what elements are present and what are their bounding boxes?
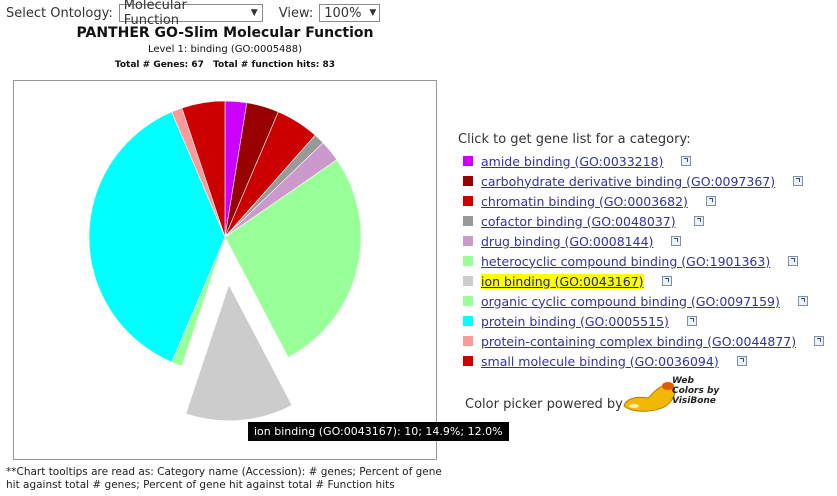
external-link-icon[interactable] [814,336,825,346]
legend-item: heterocyclic compound binding (GO:190136… [463,251,824,271]
category-link[interactable]: protein-containing complex binding (GO:0… [481,333,797,349]
legend-item: chromatin binding (GO:0003682) [463,191,824,211]
category-link[interactable]: drug binding (GO:0008144) [481,233,654,249]
category-link[interactable]: chromatin binding (GO:0003682) [481,193,688,209]
external-link-icon[interactable] [705,196,716,206]
color-picker-credit: Color picker powered by [465,397,623,412]
legend-item: small molecule binding (GO:0036094) [463,351,824,371]
ontology-select[interactable]: Molecular Function ▼ [118,0,263,28]
legend-item: protein binding (GO:0005515) [463,311,824,331]
category-link[interactable]: amide binding (GO:0033218) [481,153,664,169]
category-link[interactable]: carbohydrate derivative binding (GO:0097… [481,173,776,189]
legend-swatch [463,216,473,226]
legend-swatch [463,356,473,366]
category-link[interactable]: organic cyclic compound binding (GO:0097… [481,293,780,309]
external-link-icon[interactable] [661,276,672,286]
chart-tooltip: ion binding (GO:0043167): 10; 14.9%; 12.… [248,422,509,441]
category-link[interactable]: protein binding (GO:0005515) [481,313,669,329]
legend-swatch [463,296,473,306]
legend-swatch [463,256,473,266]
external-link-icon[interactable] [693,216,704,226]
external-link-icon[interactable] [788,256,799,266]
legend-item: organic cyclic compound binding (GO:0097… [463,291,824,311]
visibone-logo[interactable] [620,372,730,416]
view-label: View: [278,5,314,21]
top-controls: Select Ontology: Molecular Function ▼ Vi… [6,0,381,28]
ontology-select-value: Molecular Function [123,0,187,28]
legend-item: amide binding (GO:0033218) [463,151,824,171]
total-genes: Total # Genes: 67 [114,60,204,70]
external-link-icon[interactable] [736,356,747,366]
category-link[interactable]: ion binding (GO:0043167) [481,273,644,289]
chart-footnote: **Chart tooltips are read as: Category n… [6,466,442,491]
visibone-logo-text: Web Colors by VisiBone [672,376,719,406]
view-select-value: 100% [324,5,362,21]
legend-swatch [463,196,473,206]
view-select[interactable]: 100% ▼ [319,4,381,22]
legend-item: drug binding (GO:0008144) [463,231,824,251]
external-link-icon[interactable] [671,236,682,246]
category-legend: amide binding (GO:0033218) carbohydrate … [463,151,825,371]
legend-swatch [463,336,473,346]
pie-slice[interactable] [88,111,226,363]
total-hits: Total # function hits: 83 [213,60,336,70]
legend-swatch [463,156,473,166]
logo-line: Web [672,376,694,386]
category-link[interactable]: small molecule binding (GO:0036094) [481,353,719,369]
logo-line: Colors by [672,386,720,396]
legend-item: protein-containing complex binding (GO:0… [463,331,825,351]
chart-level: Level 1: binding (GO:0005488) [147,44,303,55]
pie-slice[interactable] [181,100,226,238]
legend-swatch [463,176,473,186]
chevron-down-icon: ▼ [250,8,258,18]
category-link[interactable]: heterocyclic compound binding (GO:190136… [481,253,771,269]
legend-item: ion binding (GO:0043167) [463,271,824,291]
external-link-icon[interactable] [681,156,692,166]
external-link-icon[interactable] [797,296,808,306]
pie-slice[interactable] [224,159,362,358]
ontology-label: Select Ontology: [6,5,113,21]
legend-swatch [463,276,473,286]
legend-item: carbohydrate derivative binding (GO:0097… [463,171,824,191]
legend-swatch [463,316,473,326]
logo-line: VisiBone [672,396,716,406]
chevron-down-icon: ▼ [369,8,377,18]
external-link-icon[interactable] [793,176,804,186]
pie-chart [88,100,362,422]
legend-item: cofactor binding (GO:0048037) [463,211,824,231]
pie-slice[interactable] [185,284,293,422]
category-link[interactable]: cofactor binding (GO:0048037) [481,213,676,229]
legend-swatch [463,236,473,246]
chart-totals: Total # Genes: 67 Total # function hits:… [0,60,450,70]
chart-title: PANTHER GO-Slim Molecular Function [76,25,374,41]
external-link-icon[interactable] [686,316,697,326]
legend-title: Click to get gene list for a category: [458,132,691,147]
